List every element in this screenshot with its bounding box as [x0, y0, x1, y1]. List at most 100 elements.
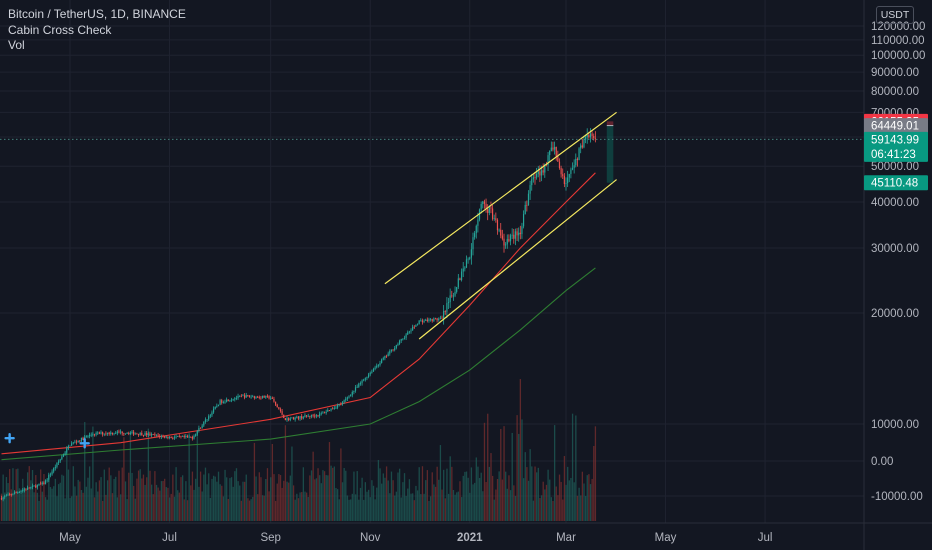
volume-bar: [61, 474, 63, 521]
candle-body: [593, 135, 595, 139]
volume-bar: [15, 469, 17, 521]
candle-body: [310, 414, 313, 417]
candle-body: [571, 167, 574, 170]
position-tool[interactable]: [0, 121, 864, 183]
candle-body: [149, 433, 151, 436]
volume-bar: [217, 471, 220, 521]
volume-bar: [105, 494, 107, 521]
volume-bar: [208, 473, 210, 521]
candle-body: [85, 436, 87, 438]
candle-body: [394, 348, 396, 351]
volume-bar: [415, 485, 417, 521]
candle-body: [183, 436, 185, 438]
candle-body: [137, 433, 140, 435]
volume-bar: [366, 491, 368, 521]
time-axis[interactable]: May Jul Sep Nov 2021 Mar May Jul: [59, 532, 772, 544]
candle-body: [307, 415, 309, 417]
volume-bar: [477, 466, 479, 521]
volume-bar: [361, 477, 363, 521]
candle-body: [314, 415, 316, 417]
candle-body: [226, 399, 228, 402]
volume-bar: [85, 486, 88, 521]
ma-green-line: [1, 267, 596, 461]
volume-bar: [167, 487, 169, 521]
time-tick-label: Nov: [360, 532, 381, 544]
candle-body: [400, 339, 402, 341]
volume-bar: [31, 470, 34, 521]
volume-bar: [434, 486, 437, 521]
candle-body: [322, 412, 324, 414]
candle-body: [384, 355, 386, 359]
time-tick-label: Mar: [556, 532, 576, 544]
candles: [0, 128, 596, 502]
volume-bar: [170, 493, 172, 521]
volume-bar: [526, 467, 528, 521]
volume-bar: [164, 478, 166, 521]
symbol-title[interactable]: Bitcoin / TetherUS, 1D, BINANCE: [8, 7, 186, 21]
volume-bar: [330, 465, 332, 521]
volume-bar: [49, 487, 52, 521]
candle-body: [407, 332, 409, 335]
volume-bar: [97, 491, 99, 521]
candle-body: [191, 437, 193, 439]
candle-body: [555, 146, 557, 157]
candle-body: [211, 412, 213, 416]
price-tag-entry-high-value: 64449.01: [871, 121, 919, 133]
candle-body: [576, 158, 579, 161]
volume-bar: [371, 480, 373, 521]
volume-bar: [260, 477, 262, 521]
candle-body: [514, 231, 517, 239]
candle-body: [412, 326, 414, 331]
volume-bar: [328, 442, 331, 521]
candle-body: [338, 404, 340, 406]
trendlines[interactable]: [384, 111, 617, 340]
volume-bar: [501, 479, 504, 521]
volume-bar: [212, 475, 215, 521]
candle-body: [345, 398, 347, 401]
volume-bar: [40, 469, 42, 521]
volume-bar: [389, 493, 391, 521]
volume-bar: [115, 476, 117, 521]
volume-bar: [353, 471, 355, 521]
candle-body: [25, 489, 27, 491]
candle-body: [224, 401, 226, 403]
candle-body: [56, 462, 58, 467]
volume-bar: [493, 499, 495, 521]
candle-body: [152, 433, 154, 435]
volume-bar: [142, 474, 145, 521]
currency-button[interactable]: USDT: [876, 6, 914, 24]
candle-body: [46, 479, 48, 481]
candle-body: [413, 326, 415, 328]
candle-body: [221, 400, 223, 403]
candle-body: [64, 452, 66, 455]
volume-bar: [319, 475, 321, 521]
volume-bar: [403, 473, 406, 521]
volume-bar: [72, 466, 74, 521]
candle-body: [4, 496, 6, 498]
indicator-label[interactable]: Cabin Cross Check: [8, 22, 112, 37]
volume-bar: [100, 477, 102, 521]
volume-bar: [547, 469, 549, 521]
volume-bar: [103, 469, 105, 521]
candle-body: [234, 398, 236, 400]
volume-bar: [513, 485, 515, 521]
volume-bar: [553, 425, 556, 521]
candle-body: [330, 408, 332, 411]
volume-label[interactable]: Vol: [8, 38, 25, 52]
candle-body: [150, 433, 153, 436]
candle-body: [108, 432, 110, 434]
volume-bar: [354, 494, 357, 521]
volume-bar: [30, 480, 32, 521]
candle-body: [72, 442, 74, 444]
candle-body: [304, 415, 306, 418]
candle-body: [115, 433, 117, 435]
candle-body: [100, 432, 102, 434]
volume-bar: [346, 495, 349, 521]
candle-body: [26, 487, 29, 490]
candle-body: [190, 436, 192, 438]
candle-body: [178, 435, 180, 437]
price-axis[interactable]: 120000.00 110000.00 100000.00 90000.00 80000…: [871, 21, 925, 503]
candle-body: [550, 147, 552, 151]
